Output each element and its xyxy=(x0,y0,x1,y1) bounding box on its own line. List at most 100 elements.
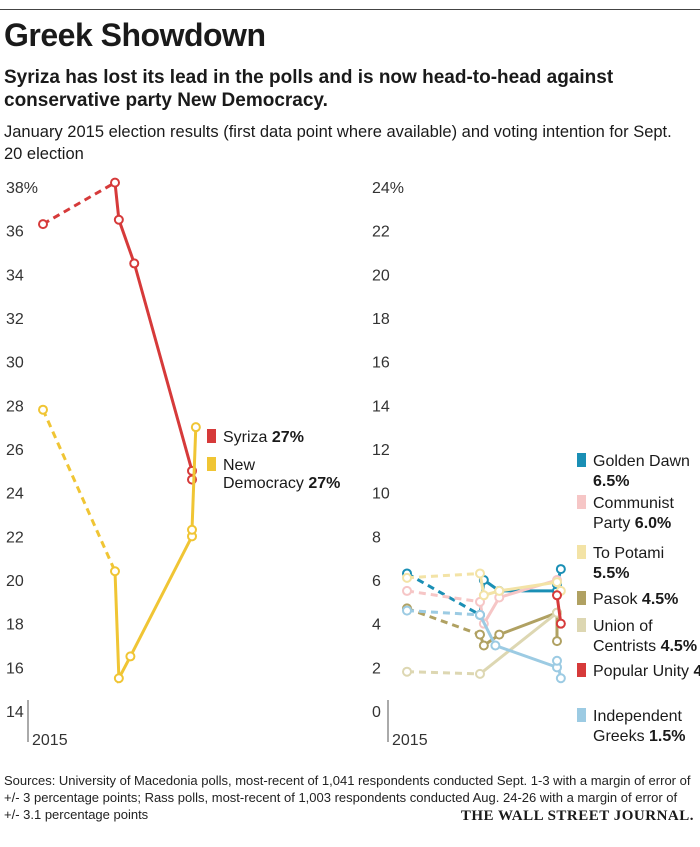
legend-label: To Potami xyxy=(593,545,664,562)
data-point xyxy=(494,585,505,596)
y-tick-label: 0 xyxy=(372,704,381,721)
y-tick-label: 8 xyxy=(372,529,381,546)
publisher-logo: THE WALL STREET JOURNAL. xyxy=(460,808,694,824)
data-point xyxy=(187,524,197,535)
legend-swatch xyxy=(577,591,586,605)
x-tick-label: 2015 xyxy=(392,732,428,749)
legend-label: Golden Dawn xyxy=(593,453,690,470)
y-tick-label: 14 xyxy=(372,398,390,415)
y-tick-label: 38% xyxy=(6,180,38,197)
x-tick-label: 2015 xyxy=(32,732,68,749)
legend-label-line2: Greeks 1.5% xyxy=(593,728,685,745)
series-union-of: Union of Centrists 4.5% xyxy=(402,607,697,679)
series-line xyxy=(113,427,198,684)
data-point xyxy=(190,422,201,433)
chart-description: January 2015 election results (first dat… xyxy=(4,123,672,163)
data-point xyxy=(113,214,124,225)
data-point xyxy=(555,673,566,684)
series-line-dashed xyxy=(406,670,481,676)
y-tick-label: 32 xyxy=(6,311,24,328)
legend-swatch xyxy=(577,618,586,632)
data-point xyxy=(490,640,501,651)
data-point xyxy=(552,590,562,601)
legend-swatch xyxy=(207,457,216,471)
data-point xyxy=(38,219,48,230)
legend-swatch xyxy=(577,708,586,722)
data-point xyxy=(402,585,412,596)
y-tick-label: 24 xyxy=(6,486,24,503)
legend-swatch xyxy=(207,429,216,443)
series-line-dashed xyxy=(42,181,116,226)
y-tick-label: 20 xyxy=(372,267,390,284)
y-tick-label: 24% xyxy=(372,180,404,197)
series-line-dashed xyxy=(406,572,481,617)
legend-label: Pasok 4.5% xyxy=(593,591,678,608)
series-line xyxy=(479,611,558,676)
data-point xyxy=(113,673,124,684)
legend-value: 5.5% xyxy=(593,565,629,582)
data-point xyxy=(552,636,562,647)
legend-label-line2: Democracy 27% xyxy=(223,475,340,492)
y-tick-label: 18 xyxy=(6,617,24,634)
series-line-dashed xyxy=(41,409,117,572)
data-point xyxy=(494,629,505,640)
y-tick-label: 20 xyxy=(6,573,24,590)
data-point xyxy=(110,566,120,577)
series-line-dashed xyxy=(406,609,481,617)
series-independent: Independent Greeks 1.5% xyxy=(402,605,685,745)
chart-subtitle: Syriza has lost its lead in the polls an… xyxy=(4,67,614,111)
y-tick-label: 14 xyxy=(6,704,24,721)
y-tick-label: 10 xyxy=(372,486,390,503)
y-tick-label: 12 xyxy=(372,442,390,459)
y-tick-label: 2 xyxy=(372,660,381,677)
legend-label: Syriza 27% xyxy=(223,429,304,446)
data-point xyxy=(475,629,485,640)
series-line-dashed xyxy=(406,572,481,580)
legend-swatch xyxy=(577,453,586,467)
legend-swatch xyxy=(577,495,586,509)
y-tick-label: 30 xyxy=(6,355,24,372)
legend-label: Independent xyxy=(593,708,683,725)
sources-note: Sources: University of Macedonia polls, … xyxy=(4,773,691,822)
y-tick-label: 18 xyxy=(372,311,390,328)
data-point xyxy=(125,651,136,662)
legend-value: 4.0% xyxy=(694,663,700,680)
data-point xyxy=(129,258,140,269)
legend-label: Union of xyxy=(593,618,653,635)
legend-label-line2: Party 6.0% xyxy=(593,515,671,532)
y-tick-label: 26 xyxy=(6,442,24,459)
y-tick-label: 22 xyxy=(6,529,24,546)
y-tick-label: 4 xyxy=(372,617,381,634)
legend-value: 6.5% xyxy=(593,473,629,490)
data-point xyxy=(552,577,562,588)
legend-value: 4.5% xyxy=(642,591,678,608)
legend-value: 27% xyxy=(308,475,340,492)
data-point xyxy=(555,564,566,575)
legend-value: 4.5% xyxy=(661,638,697,655)
legend-value: 6.0% xyxy=(635,515,671,532)
series-line-dashed xyxy=(406,589,481,604)
legend-swatch xyxy=(577,663,586,677)
series-syriza: Syriza 27% xyxy=(38,177,304,485)
data-point xyxy=(38,404,48,415)
y-tick-label: 28 xyxy=(6,398,24,415)
series-communist: Communist Party 6.0% xyxy=(402,495,674,629)
legend-label: Communist xyxy=(593,495,674,512)
y-tick-label: 34 xyxy=(6,267,24,284)
data-point xyxy=(555,618,566,629)
series-to-potami: To Potami 5.5% xyxy=(402,545,664,601)
y-tick-label: 16 xyxy=(6,660,24,677)
legend-swatch xyxy=(577,545,586,559)
series-popular-unity: Popular Unity 4.0% xyxy=(552,590,700,680)
y-tick-label: 36 xyxy=(6,224,24,241)
legend-label: New xyxy=(223,457,255,474)
chart-panel-1: 38% 36 34 32 30 28 26 24 22 20 18 16 14 2015 Syriza 27… xyxy=(6,177,340,749)
data-point xyxy=(552,655,562,666)
chart-title: Greek Showdown xyxy=(4,17,266,53)
data-point xyxy=(402,605,412,616)
series-line xyxy=(113,182,194,480)
legend-label-line2: Centrists 4.5% xyxy=(593,638,697,655)
